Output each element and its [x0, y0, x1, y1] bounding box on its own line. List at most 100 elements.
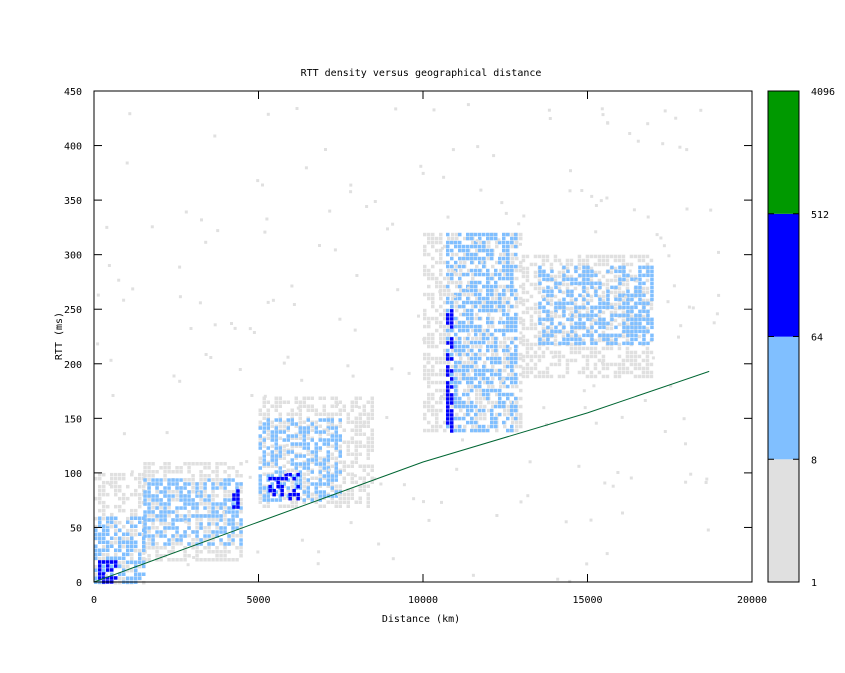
heat-cell — [282, 456, 286, 460]
heat-cell — [455, 352, 459, 357]
heat-cell — [171, 470, 175, 474]
heat-cell — [478, 272, 482, 277]
heat-cell — [590, 305, 594, 310]
heat-cell — [638, 329, 642, 334]
heat-cell — [142, 516, 146, 520]
heat-cell — [463, 388, 467, 393]
heat-cell — [525, 346, 530, 351]
heat-cell — [446, 413, 450, 417]
heat-cell — [195, 534, 199, 538]
heat-cell — [641, 258, 646, 263]
heat-cell — [284, 472, 288, 477]
heat-cell — [358, 420, 362, 424]
heat-cell — [334, 442, 338, 446]
heat-cell — [568, 189, 572, 193]
heat-cell — [310, 420, 314, 424]
heat-cell — [470, 320, 474, 325]
heat-cell — [585, 346, 590, 351]
heat-cell — [637, 374, 642, 379]
heat-cell — [451, 148, 455, 152]
heat-cell — [443, 328, 447, 333]
heat-cell — [330, 420, 334, 424]
heat-cell — [338, 424, 342, 428]
heat-cell — [195, 554, 199, 558]
heat-cell — [102, 540, 106, 544]
heat-cell — [278, 484, 282, 488]
heat-cell — [350, 492, 354, 496]
heat-cell — [274, 404, 278, 408]
heat-cell — [138, 472, 142, 477]
heat-cell — [565, 262, 570, 267]
heat-cell — [462, 368, 466, 373]
heat-cell — [503, 340, 507, 345]
heat-cell — [298, 432, 302, 436]
heat-cell — [482, 308, 486, 313]
heat-cell — [207, 462, 211, 466]
heat-cell — [346, 412, 350, 416]
heat-cell — [362, 468, 366, 472]
heat-cell — [597, 358, 602, 363]
heat-cell — [350, 404, 354, 408]
heat-cell — [642, 265, 646, 270]
heat-cell — [494, 268, 498, 273]
heat-cell — [446, 328, 450, 333]
heat-cell — [578, 321, 582, 326]
heat-cell — [514, 348, 518, 353]
heat-cell — [439, 400, 443, 405]
heat-cell — [626, 273, 630, 278]
heat-cell — [487, 244, 491, 249]
heat-cell — [577, 258, 582, 263]
heat-cell — [471, 328, 475, 333]
heat-cell — [478, 316, 482, 321]
heat-cell — [594, 321, 598, 326]
heat-cell — [613, 374, 618, 379]
heat-cell — [102, 488, 106, 493]
heat-cell — [455, 372, 459, 377]
heat-cell — [147, 530, 151, 534]
heat-cell — [507, 296, 511, 301]
heat-cell — [98, 520, 102, 524]
heat-cell — [175, 542, 179, 546]
heat-cell — [138, 480, 142, 485]
heat-cell — [490, 276, 494, 281]
heat-cell — [479, 344, 483, 349]
heat-cell — [545, 366, 550, 371]
heat-cell — [614, 285, 618, 290]
heat-cell — [310, 396, 314, 400]
heat-cell — [318, 476, 322, 480]
heat-cell — [358, 412, 362, 416]
heat-cell — [503, 364, 507, 369]
heat-cell — [533, 374, 538, 379]
heat-cell — [370, 476, 374, 480]
heat-cell — [699, 108, 703, 112]
heat-cell — [585, 310, 590, 315]
heat-cell — [550, 277, 554, 282]
heat-cell — [215, 482, 219, 486]
heat-cell — [459, 408, 463, 413]
heat-cell — [514, 236, 518, 241]
heat-cell — [569, 346, 574, 351]
heat-cell — [610, 333, 614, 338]
heat-cell — [318, 464, 322, 468]
heat-cell — [211, 490, 215, 494]
heat-cell — [642, 281, 646, 286]
heat-cell — [318, 462, 322, 466]
heat-cell — [330, 484, 334, 488]
heat-cell — [462, 244, 466, 249]
heat-cell — [130, 544, 134, 548]
heat-cell — [459, 260, 463, 265]
heat-cell — [98, 548, 102, 552]
heat-cell — [431, 340, 435, 345]
heat-cell — [175, 514, 179, 518]
heat-cell — [159, 554, 163, 558]
heat-cell — [450, 429, 454, 433]
heat-cell — [142, 580, 146, 585]
heat-cell — [542, 277, 546, 282]
heat-cell — [334, 434, 338, 438]
heat-cell — [618, 313, 622, 318]
heat-cell — [585, 290, 590, 295]
heat-cell — [569, 262, 574, 267]
heat-cell — [333, 248, 337, 252]
heat-cell — [450, 321, 454, 325]
